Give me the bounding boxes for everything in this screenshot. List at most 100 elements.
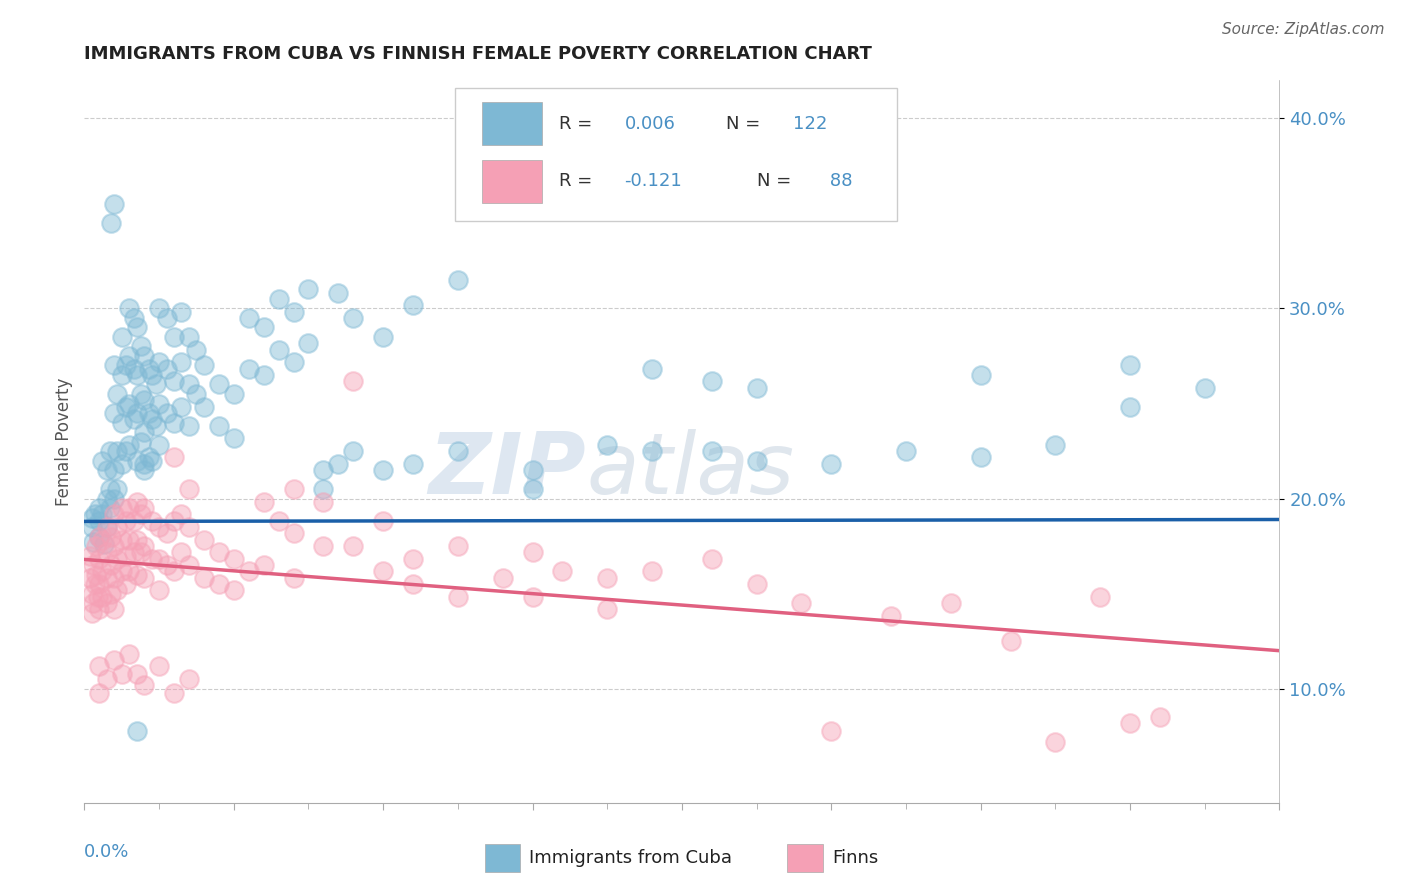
Point xyxy=(105,387,128,401)
Point xyxy=(253,495,276,509)
Point xyxy=(96,463,118,477)
Point xyxy=(148,659,170,673)
Point xyxy=(89,530,111,544)
Point xyxy=(125,723,148,738)
Point xyxy=(155,525,177,540)
Point xyxy=(125,533,148,548)
Point xyxy=(1090,591,1112,605)
Point xyxy=(447,273,470,287)
Point xyxy=(790,596,813,610)
Text: ZIP: ZIP xyxy=(429,429,586,512)
Point xyxy=(79,549,101,563)
Point xyxy=(103,491,125,506)
Point xyxy=(115,444,138,458)
Point xyxy=(170,507,193,521)
Text: 122: 122 xyxy=(793,115,827,133)
Point xyxy=(103,602,125,616)
Point xyxy=(641,564,664,578)
Point xyxy=(100,216,122,230)
Point xyxy=(103,507,125,521)
Point xyxy=(177,482,200,496)
Point xyxy=(148,552,170,566)
Point xyxy=(125,567,148,582)
Point xyxy=(118,648,141,662)
Point xyxy=(138,450,160,464)
Point xyxy=(373,330,395,344)
Point xyxy=(170,401,193,415)
FancyBboxPatch shape xyxy=(456,87,897,221)
Point xyxy=(177,520,200,534)
Point xyxy=(103,463,125,477)
Point xyxy=(132,678,156,692)
Point xyxy=(238,310,260,325)
Point xyxy=(402,298,425,312)
Point xyxy=(111,458,134,472)
Point xyxy=(122,362,145,376)
Point xyxy=(118,438,141,452)
Point xyxy=(138,362,160,376)
Point xyxy=(373,515,395,529)
Point xyxy=(103,197,125,211)
Point xyxy=(122,545,145,559)
Point xyxy=(253,368,276,382)
Point xyxy=(82,558,104,573)
Point xyxy=(111,533,134,548)
Point xyxy=(222,582,245,597)
Point xyxy=(745,453,768,467)
Point xyxy=(880,609,903,624)
Point xyxy=(596,438,619,452)
Point xyxy=(96,596,118,610)
Point xyxy=(551,564,574,578)
Point xyxy=(186,387,208,401)
Point xyxy=(141,411,163,425)
Point xyxy=(148,582,170,597)
Text: R =: R = xyxy=(558,115,598,133)
Text: 0.006: 0.006 xyxy=(624,115,675,133)
Point xyxy=(132,539,156,553)
Text: -0.121: -0.121 xyxy=(624,172,682,190)
Point xyxy=(522,463,544,477)
Point xyxy=(177,377,200,392)
Text: 0.0%: 0.0% xyxy=(84,843,129,861)
Point xyxy=(283,571,305,585)
Point xyxy=(970,368,993,382)
Point xyxy=(700,374,723,388)
Point xyxy=(1045,735,1067,749)
Point xyxy=(522,482,544,496)
Point xyxy=(125,320,148,334)
Point xyxy=(89,501,111,516)
Point xyxy=(111,564,134,578)
Point xyxy=(91,564,114,578)
Point xyxy=(115,515,138,529)
Point xyxy=(267,343,290,358)
Point xyxy=(93,537,115,551)
Point xyxy=(118,533,141,548)
Point xyxy=(132,571,156,585)
Point xyxy=(193,359,215,373)
Text: 88: 88 xyxy=(824,172,852,190)
Point xyxy=(641,444,664,458)
Point xyxy=(96,545,118,559)
Point xyxy=(155,362,177,376)
Point xyxy=(100,558,122,573)
Point xyxy=(402,458,425,472)
Point xyxy=(522,591,544,605)
Point xyxy=(96,520,118,534)
Point xyxy=(132,458,156,472)
Point xyxy=(148,396,170,410)
Point xyxy=(238,362,260,376)
Point xyxy=(170,305,193,319)
Point xyxy=(98,444,121,458)
Point xyxy=(141,552,163,566)
Point xyxy=(1119,359,1142,373)
Point xyxy=(402,577,425,591)
Point xyxy=(111,330,134,344)
Point xyxy=(105,582,128,597)
Point xyxy=(177,672,200,686)
Point xyxy=(283,354,305,368)
Point xyxy=(1000,634,1022,648)
Point xyxy=(118,301,141,316)
Point xyxy=(115,359,138,373)
Point xyxy=(129,507,152,521)
Point xyxy=(83,577,105,591)
